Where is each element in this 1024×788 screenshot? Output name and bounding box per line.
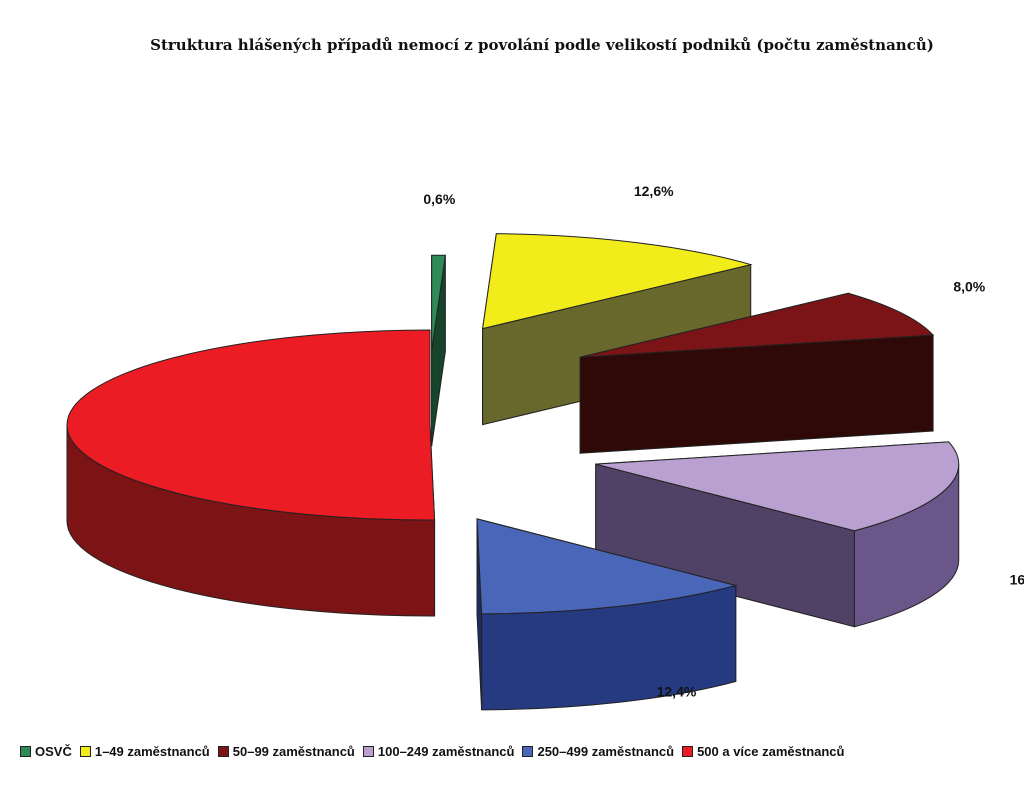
pie-slice-top	[595, 441, 960, 532]
legend-swatch	[682, 746, 694, 757]
data-label-3: 16,1%	[1010, 572, 1024, 588]
legend-swatch	[522, 746, 534, 757]
legend-item-4: 250–499 zaměstnanců	[522, 744, 674, 759]
pie-slice-5	[66, 329, 436, 617]
legend-label: 250–499 zaměstnanců	[537, 744, 675, 759]
legend-label: 100–249 zaměstnanců	[377, 744, 515, 759]
chart-legend: OSVČ 1–49 zaměstnanců 50–99 zaměstnanců 100…	[20, 744, 1010, 759]
pie-slice-top	[431, 254, 446, 351]
pie-slice-top	[476, 518, 738, 615]
legend-item-0: OSVČ	[20, 744, 72, 759]
legend-label: 500 a více zaměstnanců	[697, 744, 845, 759]
pie-slice-1	[482, 233, 753, 426]
legend-label: 1–49 zaměstnanců	[94, 744, 210, 759]
legend-label: 50–99 zaměstnanců	[232, 744, 355, 759]
pie-chart: 0,6%12,6%8,0%16,1%12,4%50,1%	[66, 183, 1024, 711]
pie-slice-top	[482, 233, 753, 330]
legend-item-5: 500 a více zaměstnanců	[682, 744, 844, 759]
pie-slice-4	[476, 518, 738, 711]
data-label-2: 8,0%	[953, 278, 985, 294]
pie-slice-2	[579, 292, 935, 454]
pie-slice-3	[595, 441, 960, 628]
legend-swatch	[20, 746, 31, 757]
data-label-1: 12,6%	[634, 183, 674, 199]
chart-title: Struktura hlášených případů nemocí z pov…	[150, 36, 934, 54]
data-label-0: 0,6%	[423, 191, 455, 207]
legend-swatch	[217, 746, 229, 757]
legend-item-3: 100–249 zaměstnanců	[362, 744, 515, 759]
pie-slice-0	[431, 254, 446, 447]
data-label-4: 12,4%	[657, 684, 697, 700]
legend-swatch	[362, 746, 374, 757]
legend-item-2: 50–99 zaměstnanců	[217, 744, 355, 759]
pie-slice-top	[580, 292, 935, 358]
legend-item-1: 1–49 zaměstnanců	[79, 744, 210, 759]
legend-label: OSVČ	[35, 744, 72, 759]
legend-swatch	[79, 746, 91, 757]
pie-slice-top	[66, 329, 436, 521]
